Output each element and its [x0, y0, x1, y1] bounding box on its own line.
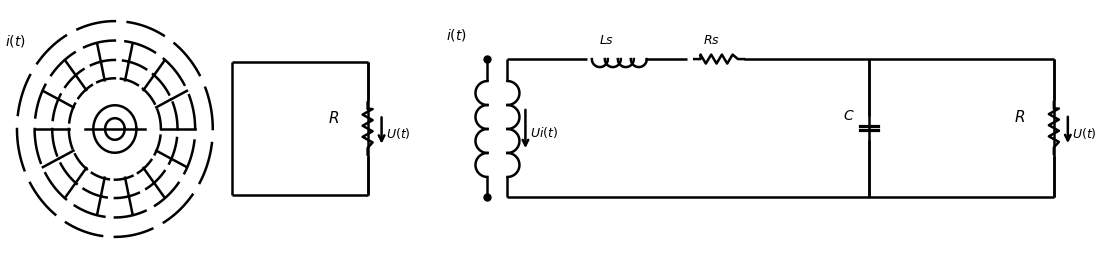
Text: $U(t)$: $U(t)$ [386, 126, 410, 142]
Text: $R$: $R$ [1014, 109, 1025, 125]
Text: $i(t)$: $i(t)$ [6, 33, 26, 49]
Text: $Ls$: $Ls$ [600, 34, 615, 47]
Text: $C$: $C$ [843, 109, 855, 123]
Text: $R$: $R$ [328, 109, 339, 125]
Text: $U(t)$: $U(t)$ [1071, 126, 1097, 141]
Text: $Rs$: $Rs$ [703, 34, 720, 47]
Text: $Ui(t)$: $Ui(t)$ [530, 125, 559, 140]
Text: $i(t)$: $i(t)$ [446, 26, 466, 43]
